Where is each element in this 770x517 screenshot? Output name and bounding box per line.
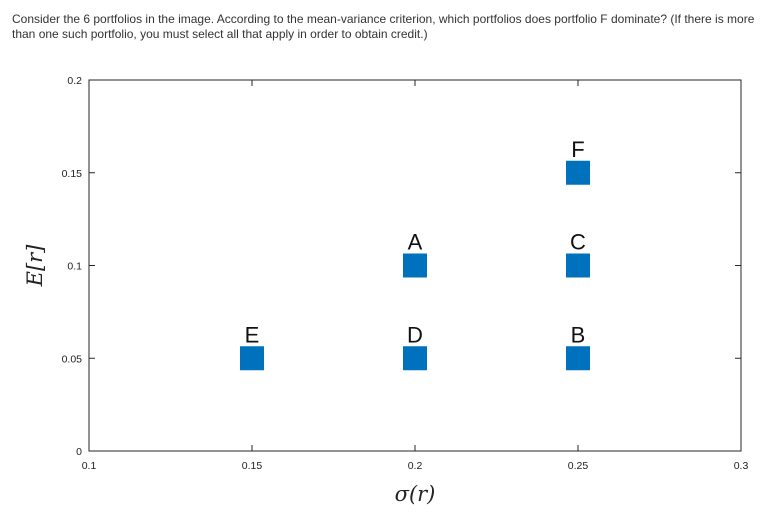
data-point-a	[403, 253, 427, 278]
data-point-c	[566, 253, 590, 278]
y-tick-label: 0.2	[67, 75, 82, 87]
question-text: Consider the 6 portfolios in the image. …	[12, 12, 755, 41]
y-tick-label: 0.1	[67, 261, 82, 273]
y-tick-label: 0.05	[62, 353, 83, 365]
data-point-f	[566, 160, 590, 185]
y-tick-label: 0.15	[62, 168, 83, 180]
point-label-d: D	[407, 322, 423, 347]
point-label-a: A	[408, 230, 423, 255]
points-layer: A B C D E F	[240, 137, 590, 371]
x-axis-label: σ(r)	[395, 482, 436, 506]
x-tick-label: 0.1	[82, 460, 97, 472]
y-tick-label: 0	[76, 446, 82, 458]
plot-frame	[88, 79, 742, 452]
data-point-b	[566, 346, 590, 371]
point-label-c: C	[570, 230, 586, 255]
data-point-e	[240, 346, 264, 371]
data-point-d	[403, 346, 427, 371]
x-tick-label: 0.25	[568, 460, 589, 472]
point-label-e: E	[245, 322, 260, 347]
y-axis-label: E[r]	[23, 244, 47, 288]
x-tick-label: 0.3	[734, 460, 749, 472]
point-label-f: F	[571, 137, 584, 162]
x-tick-label: 0.15	[242, 460, 263, 472]
x-tick-label: 0.2	[408, 460, 423, 472]
point-label-b: B	[571, 322, 586, 347]
